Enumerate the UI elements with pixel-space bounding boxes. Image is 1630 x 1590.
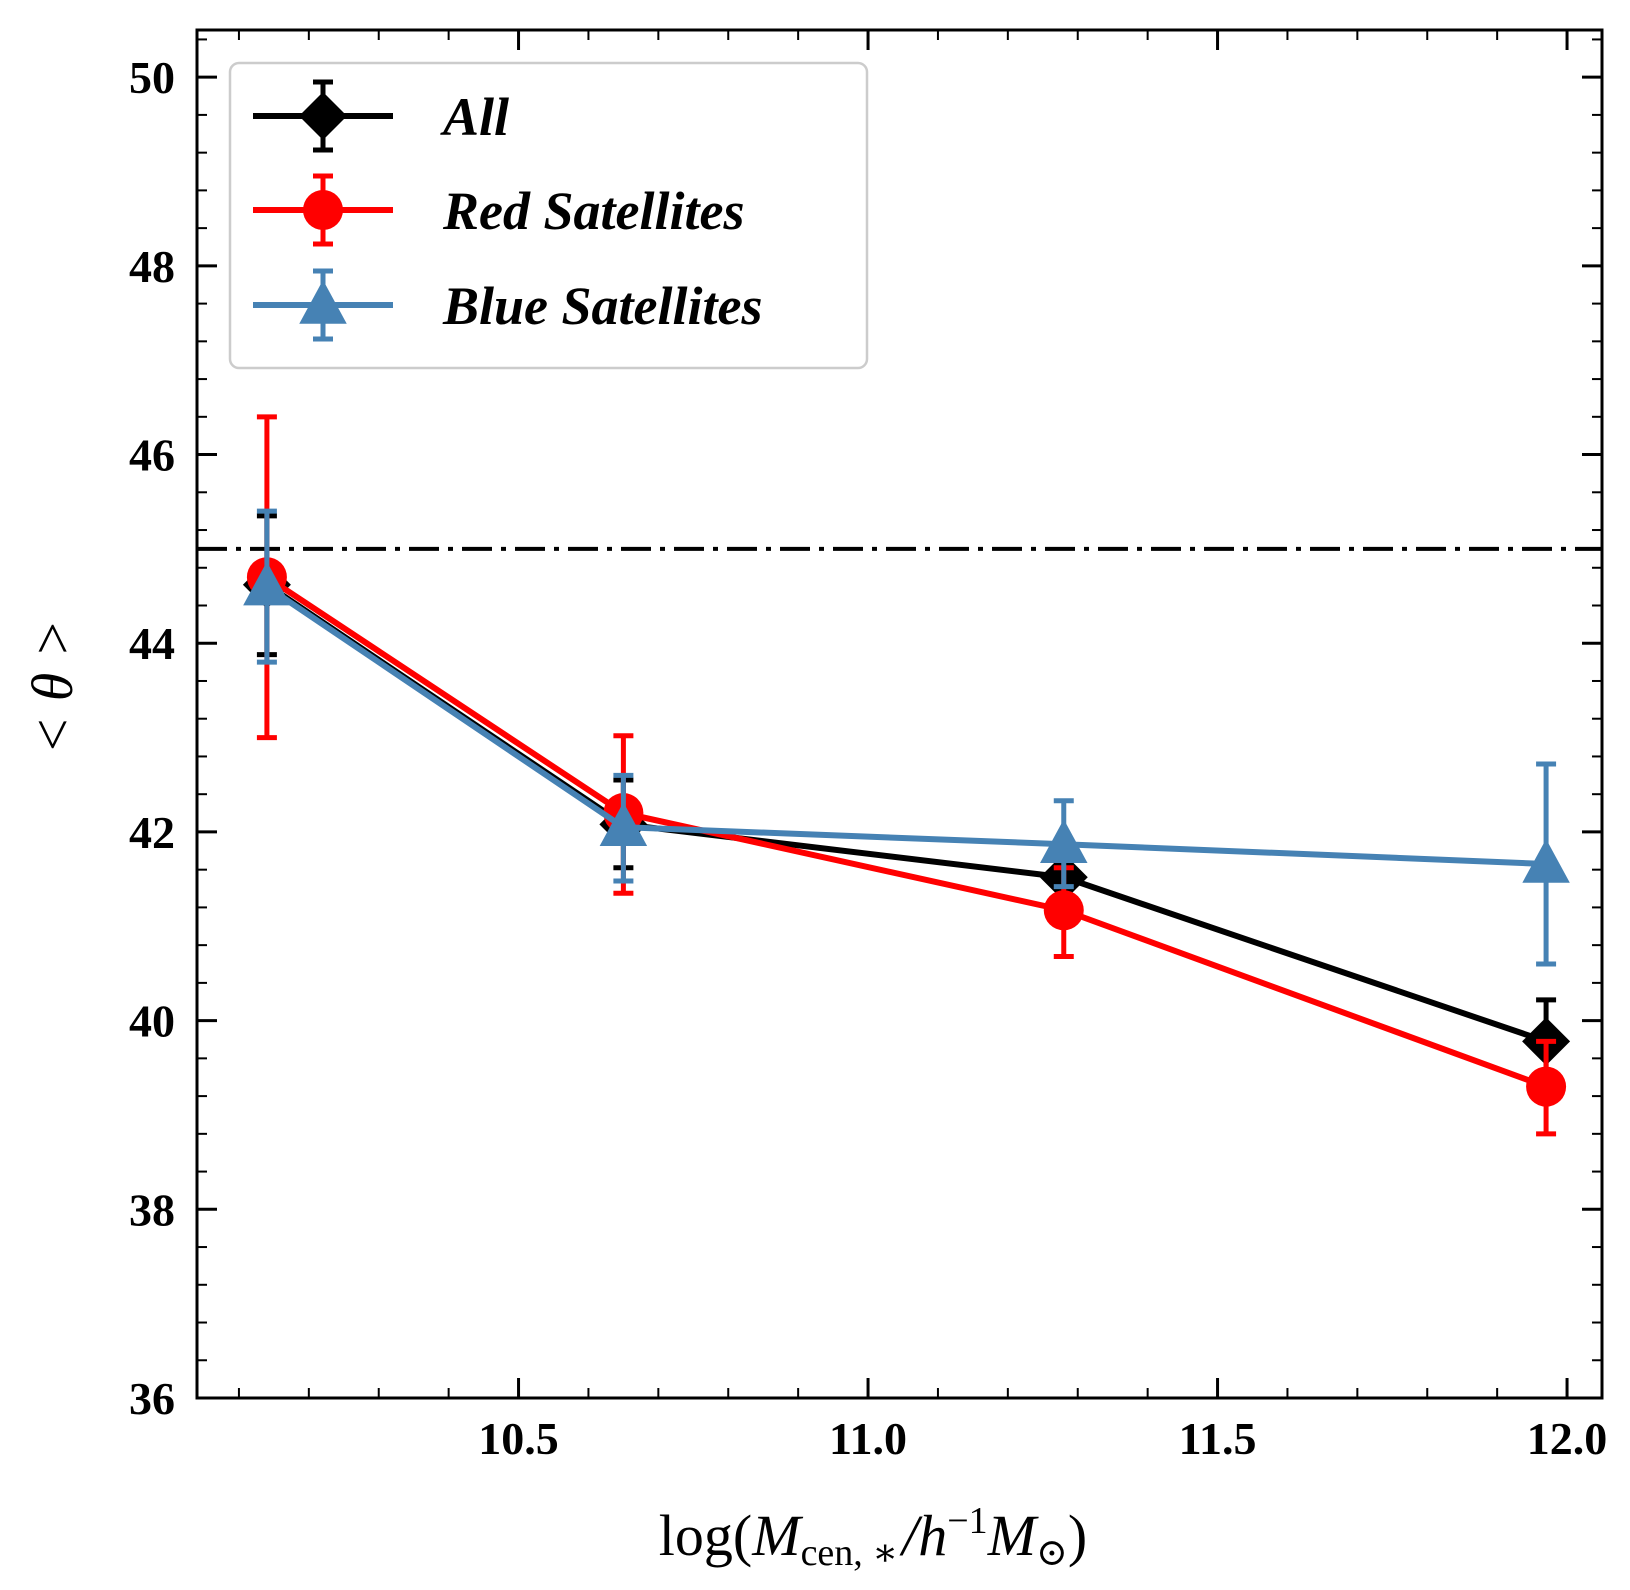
data-point bbox=[1522, 839, 1570, 883]
x-axis-label-prefix: log( bbox=[659, 1503, 752, 1568]
legend-entry-red-satellites: Red Satellites bbox=[253, 173, 744, 247]
y-tick-label: 46 bbox=[129, 430, 175, 481]
x-axis-label: log(Mcen, ∗/h−1M⊙) bbox=[659, 1500, 1087, 1574]
y-tick-label: 42 bbox=[129, 807, 175, 858]
x-tick-label: 11.0 bbox=[829, 1413, 907, 1464]
minor-ticks bbox=[197, 30, 1602, 1398]
legend-box bbox=[228, 61, 869, 370]
y-tick-label: 44 bbox=[129, 618, 175, 669]
data-point bbox=[1526, 1066, 1567, 1107]
y-tick-label: 38 bbox=[129, 1184, 175, 1235]
y-tick-label: 50 bbox=[129, 52, 175, 103]
y-axis-label: < θ > bbox=[20, 619, 85, 755]
x-axis-label-m2: M bbox=[987, 1503, 1039, 1568]
series-blue-satellites bbox=[243, 508, 1570, 967]
plot-frame bbox=[195, 28, 1604, 1400]
legend-label: Red Satellites bbox=[442, 181, 744, 241]
x-axis-label-h-sup: −1 bbox=[947, 1500, 987, 1542]
x-axis-label-m1: M bbox=[751, 1503, 803, 1568]
series-line bbox=[265, 584, 1547, 868]
data-point bbox=[599, 802, 648, 846]
x-axis-label-suffix: ) bbox=[1068, 1503, 1087, 1568]
legend-marker bbox=[303, 190, 343, 230]
x-tick-label: 10.5 bbox=[478, 1413, 559, 1464]
legend-label: All bbox=[440, 87, 509, 147]
data-point bbox=[243, 561, 291, 606]
data-point bbox=[1043, 890, 1084, 931]
x-tick-labels: 10.5 11.0 11.5 12.0 bbox=[478, 1413, 1607, 1464]
y-tick-label: 36 bbox=[129, 1373, 175, 1424]
legend-marker bbox=[299, 92, 347, 140]
legend-entry-all: All bbox=[253, 79, 509, 153]
series-line bbox=[265, 574, 1548, 1090]
series-layer bbox=[242, 414, 1571, 1137]
legend-entries: All Red Satellites Blue Satellites bbox=[253, 79, 763, 342]
legend: All Red Satellites Blue Satellites bbox=[228, 61, 869, 370]
x-axis-label-m1-sub: cen, ∗ bbox=[801, 1532, 899, 1574]
y-tick-label: 48 bbox=[129, 241, 175, 292]
y-tick-labels: 36 38 40 42 44 46 48 50 bbox=[129, 52, 175, 1424]
x-tick-label: 11.5 bbox=[1179, 1413, 1257, 1464]
y-tick-label: 40 bbox=[129, 996, 175, 1047]
legend-label: Blue Satellites bbox=[442, 276, 763, 336]
x-tick-label: 12.0 bbox=[1527, 1413, 1608, 1464]
legend-entry-blue-satellites: Blue Satellites bbox=[253, 268, 763, 342]
x-axis-label-h: h bbox=[918, 1503, 947, 1568]
x-axis-label-m2-sub: ⊙ bbox=[1036, 1532, 1068, 1574]
data-point bbox=[1040, 819, 1088, 863]
legend-marker bbox=[299, 280, 347, 324]
